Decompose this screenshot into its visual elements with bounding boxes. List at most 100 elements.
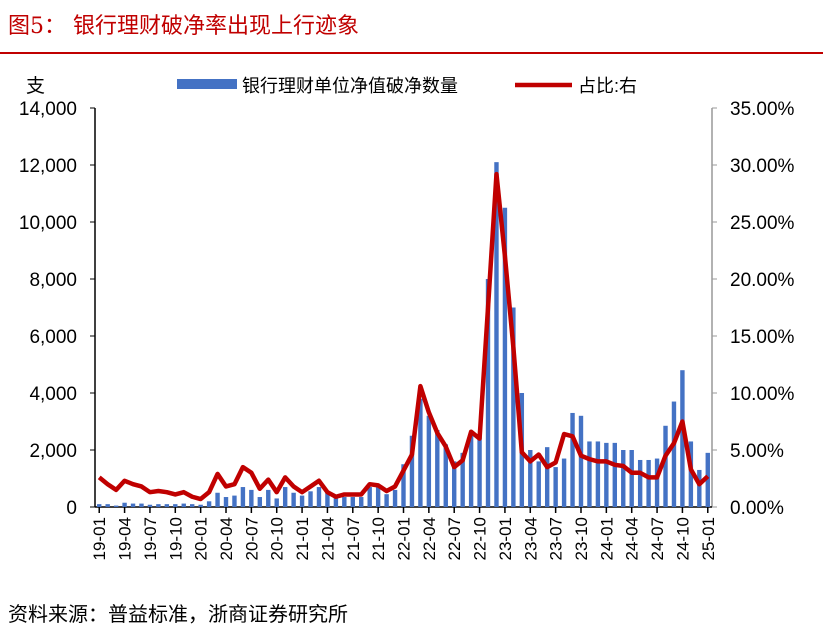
x-tick-label: 19-07 <box>141 517 160 560</box>
x-tick-label: 20-10 <box>268 517 287 560</box>
bar <box>663 425 668 507</box>
x-tick-label: 24-10 <box>673 517 692 560</box>
legend-line-label: 占比:右 <box>578 76 637 96</box>
bar <box>485 279 491 507</box>
bar <box>392 489 398 507</box>
bar <box>173 504 178 507</box>
bar <box>561 458 567 507</box>
bar <box>156 504 161 507</box>
bar <box>299 495 305 507</box>
x-tick-label: 25-01 <box>699 517 718 560</box>
left-axis-unit: 支 <box>26 75 45 97</box>
bar <box>223 497 229 507</box>
right-tick-label: 35.00% <box>730 99 795 120</box>
bar <box>325 492 330 507</box>
bar <box>511 307 516 507</box>
bar <box>164 504 170 507</box>
x-tick-label: 23-01 <box>496 517 515 560</box>
bar <box>494 162 499 507</box>
bar <box>468 432 474 507</box>
right-tick-label: 15.00% <box>730 327 795 348</box>
bar <box>367 487 372 507</box>
bar <box>553 467 558 507</box>
bar <box>646 459 651 507</box>
bar <box>544 447 550 507</box>
bar <box>240 487 246 507</box>
bar <box>249 489 254 507</box>
left-tick-label: 0 <box>66 498 77 519</box>
bar <box>139 503 144 507</box>
bar <box>401 464 406 507</box>
bar <box>147 504 153 507</box>
bar <box>578 415 584 507</box>
x-tick-label: 24-04 <box>623 517 642 560</box>
bar <box>435 430 440 507</box>
x-tick-label: 19-10 <box>166 517 185 560</box>
bar <box>502 207 508 507</box>
bar <box>215 492 220 507</box>
bar <box>130 503 136 507</box>
legend-bar-swatch <box>177 79 237 89</box>
bar <box>426 415 432 507</box>
x-tick-label: 19-04 <box>116 517 135 560</box>
x-tick-label: 21-01 <box>293 517 312 560</box>
bar <box>189 504 195 507</box>
left-tick-label: 12,000 <box>19 156 77 177</box>
bar <box>409 435 415 507</box>
legend-bar-label: 银行理财单位净值破净数量 <box>242 76 458 96</box>
title-divider <box>0 52 823 54</box>
bar <box>443 444 448 507</box>
bar <box>333 497 339 507</box>
x-tick-label: 24-07 <box>648 517 667 560</box>
bar <box>671 401 677 507</box>
chart: 0 2,000 4,000 6,000 8,000 10,000 12,000 14,000 0… <box>19 75 795 560</box>
bar <box>375 487 381 507</box>
right-tick-label: 25.00% <box>730 213 795 234</box>
bar <box>282 487 288 507</box>
bar <box>688 441 694 507</box>
x-tick-label: 21-07 <box>344 517 363 560</box>
bar <box>384 494 389 507</box>
bar <box>97 504 102 507</box>
right-tick-label: 10.00% <box>730 384 795 405</box>
bar <box>680 370 685 507</box>
left-tick-label: 6,000 <box>29 327 77 348</box>
bar <box>612 442 618 507</box>
x-tick-label: 22-04 <box>420 517 439 560</box>
x-tick-label: 22-01 <box>395 517 414 560</box>
x-tick-label: 23-04 <box>521 517 540 560</box>
bar <box>654 458 660 507</box>
bar <box>105 504 110 507</box>
bar <box>536 461 541 507</box>
left-tick-label: 8,000 <box>29 270 77 291</box>
ratio-line <box>97 171 710 502</box>
x-tick-label: 22-07 <box>445 517 464 560</box>
x-tick-label: 23-10 <box>572 517 591 560</box>
bar <box>257 497 263 507</box>
x-tick-label: 19-01 <box>90 517 109 560</box>
x-tick-label: 21-04 <box>318 517 337 560</box>
bar <box>122 502 127 507</box>
x-tick-label: 20-04 <box>217 517 236 560</box>
left-tick-label: 4,000 <box>29 384 77 405</box>
bar <box>113 505 119 507</box>
figure-title: 图5： 银行理财破净率出现上行迹象 <box>8 14 359 39</box>
bar <box>460 452 465 507</box>
bar <box>232 495 237 507</box>
x-tick-label: 23-07 <box>547 517 566 560</box>
bar <box>629 450 634 507</box>
right-tick-label: 5.00% <box>730 441 784 462</box>
bar <box>570 412 575 507</box>
bar <box>198 504 203 507</box>
bar <box>604 442 609 507</box>
bar <box>705 452 710 507</box>
bar <box>350 497 355 507</box>
bar <box>359 497 364 507</box>
left-tick-label: 10,000 <box>19 213 77 234</box>
bar <box>621 450 626 507</box>
left-tick-label: 14,000 <box>19 99 77 120</box>
x-tick-label: 20-01 <box>192 517 211 560</box>
x-tick-label: 20-07 <box>242 517 261 560</box>
left-tick-label: 2,000 <box>29 441 77 462</box>
right-tick-label: 0.00% <box>730 498 784 519</box>
